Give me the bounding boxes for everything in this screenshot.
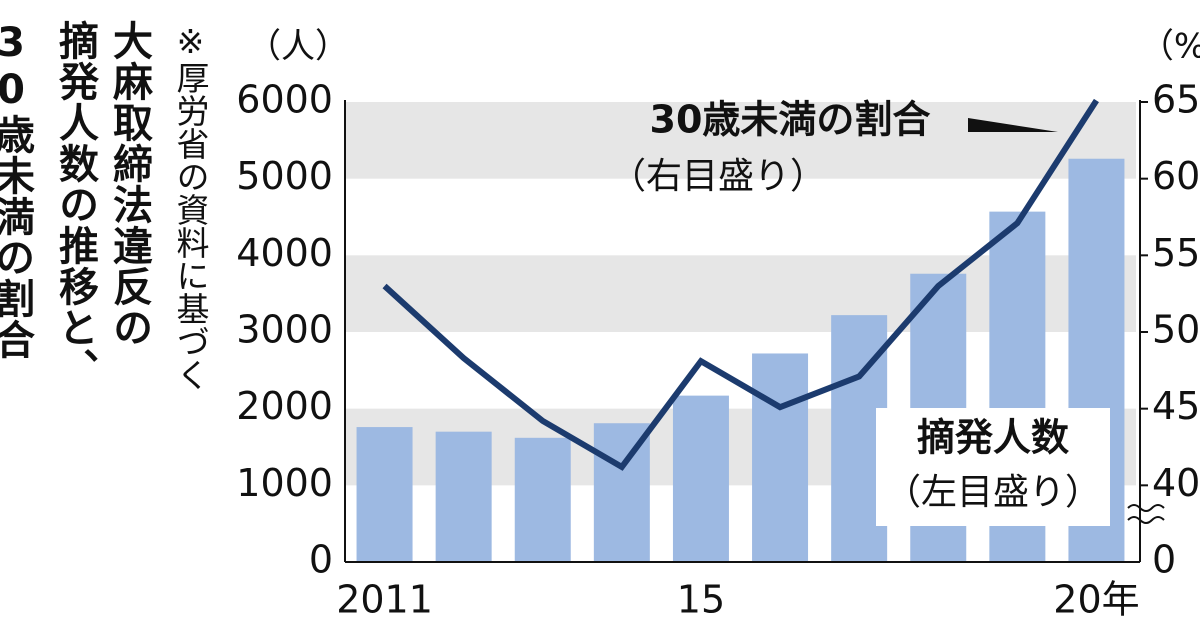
title-line: 大麻取締法違反の — [106, 20, 152, 348]
y-unit: （人） — [247, 27, 349, 67]
bar — [435, 431, 492, 562]
y2-tick-label: 40 — [1152, 461, 1200, 505]
x-tick-label: 15 — [677, 578, 725, 622]
series-label: 摘発人数 — [917, 416, 1069, 460]
pointer — [968, 118, 1058, 132]
y-tick-label: 4000 — [236, 231, 333, 275]
scale-note: （左目盛り） — [885, 472, 1101, 513]
title-line: 摘発人数の推移と、 — [52, 20, 98, 389]
title-line: 30歳未満の割合 — [0, 20, 34, 360]
y2-tick-label: 65 — [1152, 78, 1200, 122]
y-tick-label: 1000 — [236, 461, 333, 505]
grid-band — [345, 102, 1136, 179]
source-note: ※厚労省の資料に基づく — [171, 22, 210, 391]
y2-tick-label: 50 — [1152, 308, 1200, 352]
x-tick-label: 2011 — [336, 578, 433, 622]
axis-break — [1127, 504, 1165, 524]
y-tick-label: 2000 — [236, 384, 333, 428]
scale-note: （右目盛り） — [610, 156, 826, 197]
bar — [752, 353, 809, 562]
y2-tick-label: 45 — [1152, 384, 1200, 428]
y-tick-label: 5000 — [236, 154, 333, 198]
series-label: 30歳未満の割合 — [650, 98, 931, 142]
y-tick-label: 0 — [309, 538, 333, 582]
y2-tick-label: 0 — [1152, 538, 1176, 582]
y2-tick-label: 60 — [1152, 154, 1200, 198]
label-box — [876, 408, 1110, 526]
bar — [356, 427, 413, 562]
x-tick-label: 20年 — [1053, 578, 1139, 622]
line — [382, 98, 1099, 471]
y2-unit: （%） — [1140, 27, 1200, 67]
y-tick-label: 6000 — [236, 78, 333, 122]
bar — [672, 395, 729, 562]
y2-tick-label: 55 — [1152, 231, 1200, 275]
bar — [514, 437, 571, 562]
y-tick-label: 3000 — [236, 308, 333, 352]
